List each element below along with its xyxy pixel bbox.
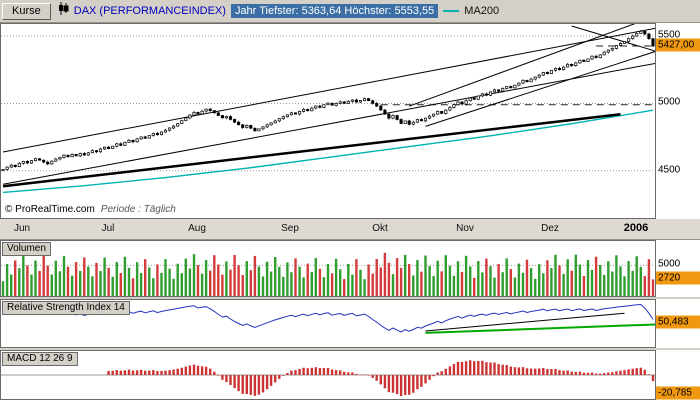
volume-tick-label: 5000 [658, 258, 681, 270]
macd-panel: MACD 12 26 9 -20,785 [0, 350, 700, 400]
last-rsi-badge: 50,483 [656, 315, 700, 329]
rsi-panel: Relative Strength Index 14 50,483 [0, 299, 700, 348]
legend-bar: Kurse DAX (PERFORMANCEINDEX) Jahr Tiefst… [0, 0, 700, 23]
instrument-name[interactable]: DAX (PERFORMANCEINDEX) [73, 5, 226, 17]
x-axis-label: Jun [13, 223, 31, 234]
x-axis-label: Nov [456, 223, 474, 234]
volume-axis: 5000 2720 [656, 240, 700, 297]
ma200-label[interactable]: MA200 [464, 5, 500, 17]
chart-footnote: © ProRealTime.com Periode : Täglich [5, 204, 176, 215]
last-volume-badge: 2720 [656, 271, 700, 285]
volume-panel-label[interactable]: Volumen [2, 242, 51, 256]
x-axis-label: Jul [101, 223, 115, 234]
rsi-panel-label[interactable]: Relative Strength Index 14 [2, 301, 130, 315]
price-tick-label: 5000 [658, 96, 681, 108]
price-panel: 4500 5000 5500 5427,00 © ProRealTime.com Per… [0, 23, 700, 219]
price-tick-label: 5500 [658, 29, 681, 41]
macd-axis: -20,785 [656, 350, 700, 400]
year-range-info: Jahr Tiefster: 5363,64 Höchster: 5553,55 [230, 4, 439, 18]
kurse-button[interactable]: Kurse [2, 2, 51, 20]
x-axis-label: Sep [281, 223, 299, 234]
x-axis-label: Aug [188, 223, 206, 234]
price-axis: 4500 5000 5500 5427,00 [656, 23, 700, 219]
macd-panel-label[interactable]: MACD 12 26 9 [2, 352, 78, 366]
volume-panel: Volumen 5000 2720 [0, 240, 700, 297]
last-price-badge: 5427,00 [656, 38, 700, 52]
copyright-text: © ProRealTime.com [5, 204, 95, 215]
x-axis-label: Okt [372, 223, 388, 234]
rsi-axis: 50,483 [656, 299, 700, 348]
x-axis-label: Dez [541, 223, 559, 234]
time-axis: Jun Jul Aug Sep Okt Nov Dez 2006 [0, 219, 700, 240]
x-axis-label: 2006 [623, 222, 649, 234]
macd-chart[interactable] [0, 350, 656, 400]
volume-chart[interactable] [0, 240, 656, 297]
last-macd-badge: -20,785 [656, 386, 700, 400]
ma200-line-swatch [443, 10, 460, 12]
candlestick-icon [58, 2, 69, 20]
price-tick-label: 4500 [658, 164, 681, 176]
candlestick-chart[interactable] [0, 23, 656, 219]
periode-text: Periode : Täglich [100, 204, 176, 215]
